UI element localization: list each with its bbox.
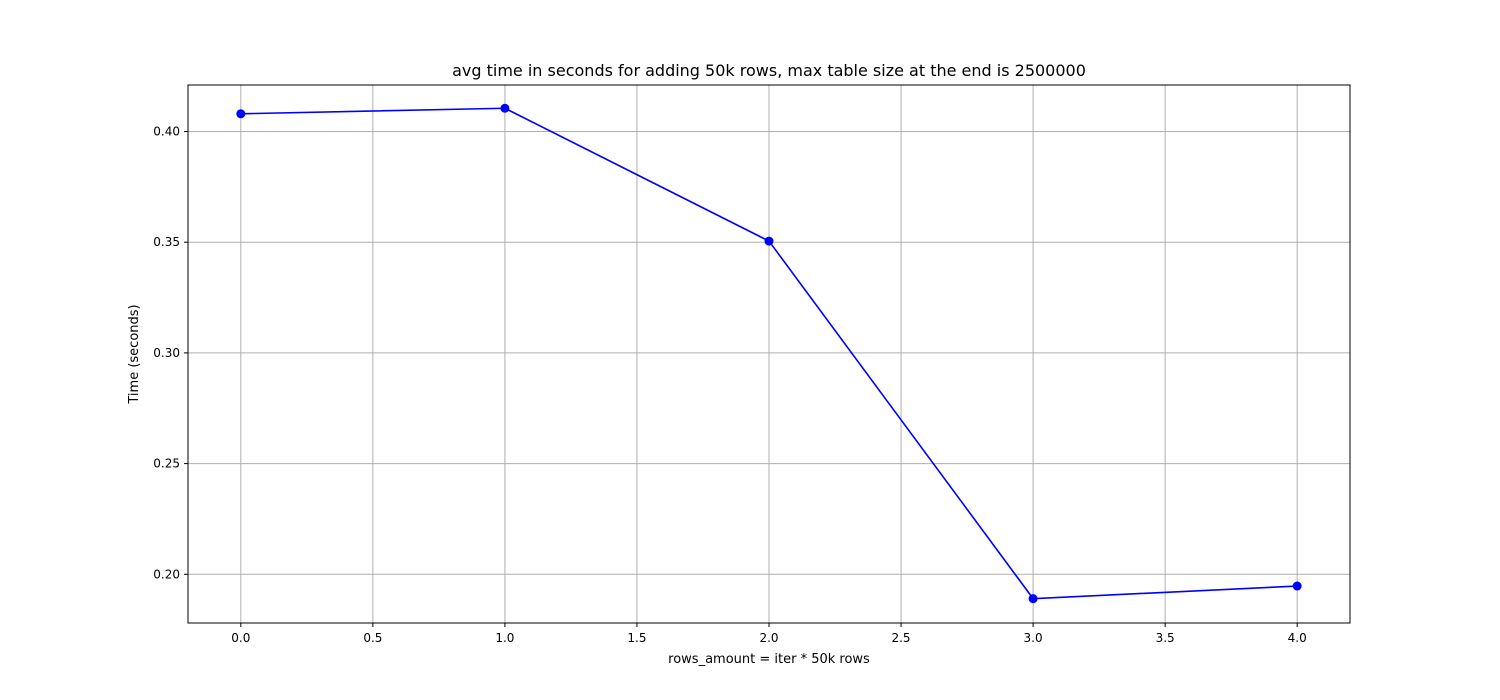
x-tick-label: 1.0 [495,631,514,645]
x-tick-label: 1.5 [627,631,646,645]
chart-title: avg time in seconds for adding 50k rows,… [452,61,1086,80]
data-point [500,103,510,113]
y-tick-label: 0.40 [153,124,180,138]
grid-lines [188,85,1350,623]
x-tick-label: 2.5 [891,631,910,645]
plot-frame [187,84,1351,624]
y-tick-label: 0.30 [153,346,180,360]
x-tick-label: 3.0 [1024,631,1043,645]
data-point [764,236,774,246]
axis-ticks: 0.0 0.5 1.0 1.5 2.0 2.5 3.0 3.5 4.0 0.20 0.25 0.30 0… [153,124,1306,645]
x-tick-label: 0.0 [231,631,250,645]
data-point [1028,594,1038,604]
y-axis-label: Time (seconds) [127,304,142,404]
x-tick-label: 4.0 [1288,631,1307,645]
y-tick-label: 0.25 [153,457,180,471]
x-tick-label: 0.5 [363,631,382,645]
x-tick-label: 2.0 [759,631,778,645]
data-point [236,109,246,119]
data-point [1292,581,1302,591]
y-tick-label: 0.35 [153,235,180,249]
x-tick-label: 3.5 [1156,631,1175,645]
data-series [236,103,1302,604]
y-tick-label: 0.20 [153,567,180,581]
x-axis-label: rows_amount = iter * 50k rows [668,652,870,667]
